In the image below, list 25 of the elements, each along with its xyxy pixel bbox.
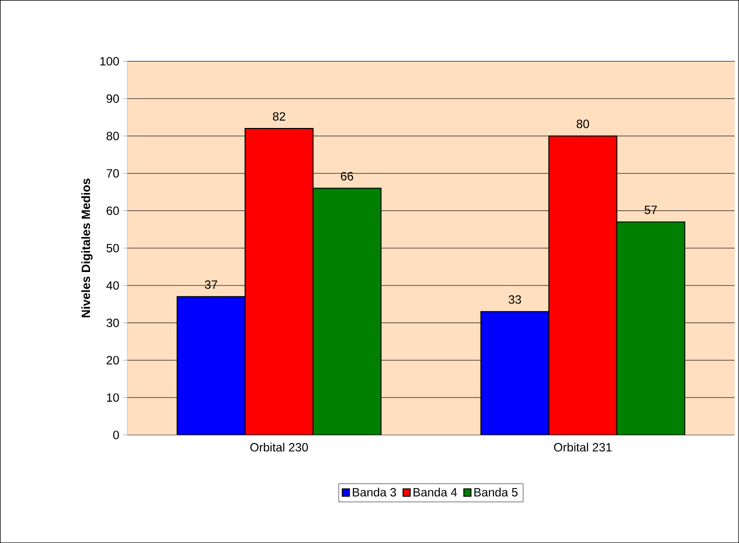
bar xyxy=(244,128,314,435)
legend-label: Banda 5 xyxy=(474,488,518,496)
y-tick-label: 90 xyxy=(106,94,119,103)
bar xyxy=(616,221,686,435)
y-tick-label: 40 xyxy=(106,281,119,290)
y-tick-label: 80 xyxy=(106,132,119,140)
legend-label: Banda 4 xyxy=(414,488,457,496)
y-axis-title: Niveles Digitales Medios xyxy=(81,178,93,318)
data-label: 33 xyxy=(508,295,522,304)
y-tick-label: 20 xyxy=(106,356,119,364)
y-tick-label: 50 xyxy=(106,244,119,252)
y-tick-label: 100 xyxy=(100,56,119,66)
x-tick-label: Orbital 231 xyxy=(554,442,612,452)
bar xyxy=(312,188,382,435)
y-tick-label: 30 xyxy=(106,318,119,327)
legend-label: Banda 3 xyxy=(352,488,396,496)
y-tick-label: 10 xyxy=(106,393,119,402)
data-label: 66 xyxy=(340,172,354,180)
data-label: 80 xyxy=(576,120,590,128)
y-tick-label: 0 xyxy=(113,430,119,440)
data-label: 82 xyxy=(272,112,286,121)
x-tick-label: Orbital 230 xyxy=(250,442,308,452)
y-tick-label: 60 xyxy=(106,206,119,215)
y-tick-label: 70 xyxy=(106,169,119,178)
bar xyxy=(548,135,618,435)
